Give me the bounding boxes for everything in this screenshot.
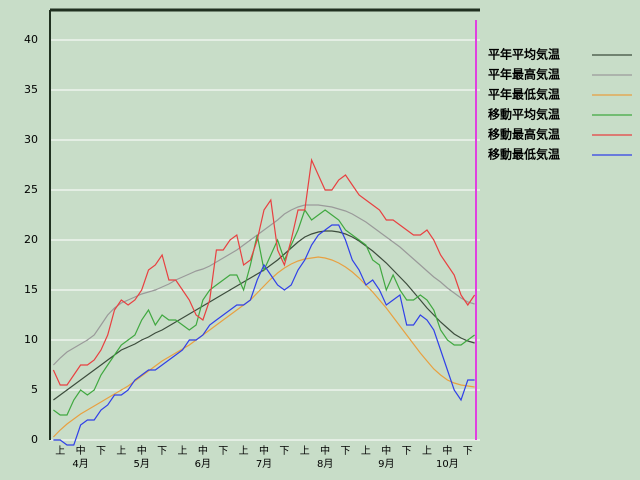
x-tick-label: 中: [320, 444, 330, 457]
legend-label: 平年平均気温: [488, 47, 560, 62]
x-tick-label: 中: [259, 444, 269, 457]
x-tick-label: 上: [55, 445, 65, 457]
x-tick-label: 中: [198, 444, 208, 457]
x-tick-label: 上: [361, 445, 371, 457]
month-label: 10月: [436, 458, 459, 470]
x-tick-label: 下: [96, 446, 106, 457]
x-tick-label: 下: [341, 446, 351, 457]
y-tick-label: 35: [24, 83, 38, 96]
y-tick-label: 0: [31, 433, 38, 446]
x-tick-label: 下: [279, 446, 289, 457]
legend-label: 移動最高気温: [488, 127, 560, 142]
x-tick-label: 中: [76, 444, 86, 457]
month-label: 9月: [378, 458, 394, 470]
x-tick-label: 中: [381, 444, 391, 457]
month-label: 4月: [72, 458, 88, 470]
x-tick-label: 中: [442, 444, 452, 457]
y-tick-label: 5: [31, 383, 38, 396]
series-line: [52, 256, 475, 438]
y-tick-label: 30: [24, 133, 38, 146]
x-tick-label: 下: [157, 446, 167, 457]
y-tick-label: 20: [24, 233, 38, 246]
x-tick-label: 上: [177, 445, 187, 457]
x-tick-label: 中: [137, 444, 147, 457]
series-line: [53, 208, 475, 416]
legend-label: 移動平均気温: [488, 107, 560, 122]
x-tick-label: 下: [402, 446, 412, 457]
y-tick-label: 10: [24, 333, 38, 346]
series-line: [53, 224, 475, 446]
x-tick-label: 下: [463, 446, 473, 457]
grid: [50, 39, 480, 441]
y-tick-label: 40: [24, 33, 38, 46]
legend-label: 平年最低気温: [488, 87, 560, 102]
x-tick-label: 上: [300, 445, 310, 457]
y-tick-label: 15: [24, 283, 38, 296]
x-tick-label: 上: [239, 445, 249, 457]
month-label: 5月: [134, 458, 150, 470]
month-label: 6月: [195, 458, 211, 470]
labels: 0510152025303540上中下上中下上中下上中下上中下上中下上中下4月 5…: [24, 33, 632, 470]
x-tick-label: 下: [218, 446, 228, 457]
x-tick-label: 上: [116, 445, 126, 457]
y-tick-label: 25: [24, 183, 38, 196]
series-line: [52, 157, 476, 386]
month-label: 7月: [256, 458, 272, 470]
legend-label: 平年最高気温: [488, 67, 560, 82]
plot-lines: [52, 157, 476, 446]
month-label: 8月: [317, 458, 333, 470]
legend-label: 移動最低気温: [488, 147, 560, 162]
x-tick-label: 上: [422, 445, 432, 457]
